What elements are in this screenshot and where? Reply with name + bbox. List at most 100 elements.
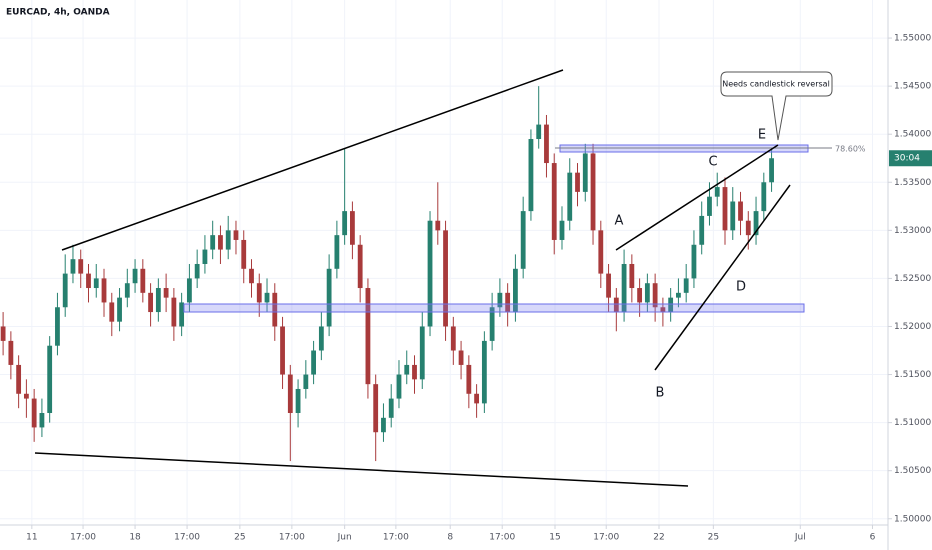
candle-body xyxy=(357,244,363,289)
candle-body xyxy=(683,278,689,293)
candle-body xyxy=(668,297,674,313)
candle-body xyxy=(714,187,720,197)
x-tick-label: 18 xyxy=(129,533,141,543)
candle-body xyxy=(567,172,573,221)
candle-body xyxy=(613,297,619,313)
candle-body xyxy=(582,153,588,192)
candle-body xyxy=(738,201,743,221)
x-tick-label: Jun xyxy=(337,533,352,543)
candle-body xyxy=(419,326,425,380)
candle-body xyxy=(575,172,580,192)
candle-body xyxy=(55,307,60,346)
candle-body xyxy=(489,307,495,341)
candle-body xyxy=(225,230,231,250)
x-tick-label: 17:00 xyxy=(279,533,305,543)
candle-body xyxy=(186,278,192,303)
candle-body xyxy=(497,292,503,308)
candle-body xyxy=(427,220,433,327)
candle-body xyxy=(311,350,317,375)
trendline-upper xyxy=(61,69,564,251)
candle-body xyxy=(264,292,270,303)
x-tick-label: 17:00 xyxy=(174,533,200,543)
candle-body xyxy=(381,417,386,433)
callout-text: Needs candlestick reversal xyxy=(722,80,830,89)
candle-body xyxy=(513,268,518,313)
candle-body xyxy=(31,398,37,428)
y-tick-label: 1.52000 xyxy=(894,322,931,332)
candle-body xyxy=(745,220,751,236)
candle-body xyxy=(520,211,526,269)
x-tick-label: 17:00 xyxy=(593,533,619,543)
candle-body xyxy=(373,384,379,433)
wave-label: B xyxy=(656,386,665,401)
candle-body xyxy=(303,374,309,389)
candle-body xyxy=(70,259,76,274)
candle-body xyxy=(466,364,472,394)
candle-body xyxy=(140,268,146,293)
candle-body xyxy=(590,153,596,231)
candle-body xyxy=(124,283,130,298)
candle-body xyxy=(699,215,705,245)
candle-body xyxy=(707,196,712,216)
candle-body xyxy=(78,259,84,274)
fib-label: 78.60% xyxy=(835,145,866,154)
y-tick-label: 1.53500 xyxy=(894,178,931,188)
time-axis-bg xyxy=(0,525,888,550)
wave-label: E xyxy=(758,128,766,143)
candle-body xyxy=(23,393,29,399)
wedge-lower xyxy=(654,184,791,371)
candle-body xyxy=(365,288,371,385)
candle-body xyxy=(318,326,324,351)
x-tick-label: Jul xyxy=(794,533,806,543)
support-zone xyxy=(183,303,805,313)
candle-body xyxy=(676,292,681,298)
y-tick-label: 1.50000 xyxy=(894,514,931,524)
candle-body xyxy=(761,182,767,212)
candle-body xyxy=(218,235,223,250)
candle-body xyxy=(256,283,262,303)
candle-body xyxy=(132,268,138,284)
x-tick-label: 6 xyxy=(870,533,876,543)
candle-body xyxy=(691,244,697,279)
candle-body xyxy=(86,273,91,289)
y-tick-label: 1.53000 xyxy=(894,226,931,236)
candle-body xyxy=(435,220,441,231)
y-tick-label: 1.54000 xyxy=(894,130,931,140)
candle-body xyxy=(171,297,177,327)
candle-body xyxy=(730,201,736,231)
candle-body xyxy=(62,273,68,308)
candle-body xyxy=(481,340,487,404)
candle-body xyxy=(295,388,301,414)
x-tick-label: 22 xyxy=(653,533,664,543)
chart-title: EURCAD, 4h, OANDA xyxy=(6,8,110,18)
candle-body xyxy=(249,268,254,284)
candle-body xyxy=(342,211,348,236)
candle-body xyxy=(505,292,511,313)
candle-body xyxy=(528,139,534,212)
candle-body xyxy=(16,364,22,394)
candle-body xyxy=(621,263,627,313)
wave-label: C xyxy=(708,155,717,170)
candle-body xyxy=(155,288,161,313)
candle-body xyxy=(194,263,200,279)
candle-body xyxy=(443,230,448,327)
candle-body xyxy=(93,278,99,289)
candle-body xyxy=(388,398,394,418)
wave-label: D xyxy=(736,280,746,295)
timer-label: 30:04 xyxy=(894,154,920,164)
candle-body xyxy=(652,283,658,308)
candle-body xyxy=(606,273,611,298)
candle-body xyxy=(109,302,115,322)
candle-body xyxy=(637,288,643,303)
x-tick-label: 17:00 xyxy=(489,533,515,543)
candle-body xyxy=(559,220,565,240)
x-tick-label: 15 xyxy=(549,533,560,543)
x-tick-label: 8 xyxy=(447,533,453,543)
candle-body xyxy=(349,211,355,245)
candle-body xyxy=(233,230,239,240)
candle-body xyxy=(287,374,293,414)
y-tick-label: 1.51500 xyxy=(894,370,931,380)
y-tick-label: 1.55000 xyxy=(894,34,931,44)
